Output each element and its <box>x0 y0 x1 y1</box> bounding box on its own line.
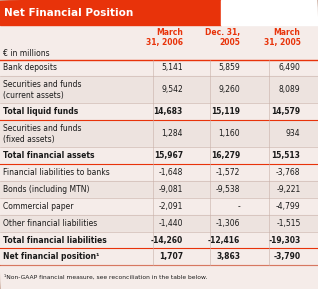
Text: -14,260: -14,260 <box>151 236 183 244</box>
Text: 16,279: 16,279 <box>211 151 240 160</box>
Text: 15,513: 15,513 <box>272 151 301 160</box>
Text: 1,160: 1,160 <box>218 129 240 138</box>
Text: -9,081: -9,081 <box>158 185 183 194</box>
Text: Bonds (including MTN): Bonds (including MTN) <box>3 185 90 194</box>
Bar <box>0 0 221 25</box>
Text: Commercial paper: Commercial paper <box>3 202 74 211</box>
Text: 6,490: 6,490 <box>279 64 301 73</box>
Text: -1,648: -1,648 <box>158 168 183 177</box>
Text: 15,119: 15,119 <box>211 107 240 116</box>
Text: Other financial liabilities: Other financial liabilities <box>3 219 97 228</box>
Text: ¹Non-GAAP financial measure, see reconciliation in the table below.: ¹Non-GAAP financial measure, see reconci… <box>4 275 207 280</box>
Text: -4,799: -4,799 <box>276 202 301 211</box>
Text: -12,416: -12,416 <box>208 236 240 244</box>
Text: Total financial liabilities: Total financial liabilities <box>3 236 107 244</box>
Bar <box>0 25 318 60</box>
Text: Securities and funds
(current assets): Securities and funds (current assets) <box>3 80 82 100</box>
Bar <box>0 76 318 103</box>
Text: 1,707: 1,707 <box>159 252 183 261</box>
Bar <box>0 181 318 198</box>
Bar <box>0 120 318 147</box>
Bar <box>0 215 318 231</box>
Bar <box>221 0 318 25</box>
Text: 3,863: 3,863 <box>216 252 240 261</box>
Text: Bank deposits: Bank deposits <box>3 64 57 73</box>
Bar <box>0 60 318 76</box>
Text: 5,859: 5,859 <box>218 64 240 73</box>
Text: -: - <box>237 202 240 211</box>
Bar <box>0 249 318 265</box>
Text: 14,683: 14,683 <box>154 107 183 116</box>
Text: € in millions: € in millions <box>3 49 50 58</box>
Text: Net financial position¹: Net financial position¹ <box>3 252 100 261</box>
Text: 14,579: 14,579 <box>271 107 301 116</box>
Text: Total liquid funds: Total liquid funds <box>3 107 79 116</box>
Text: 1,284: 1,284 <box>161 129 183 138</box>
Text: March
31, 2006: March 31, 2006 <box>146 28 183 47</box>
Text: -1,306: -1,306 <box>216 219 240 228</box>
Text: March
31, 2005: March 31, 2005 <box>264 28 301 47</box>
Bar <box>0 198 318 215</box>
Text: 5,141: 5,141 <box>161 64 183 73</box>
Text: 934: 934 <box>286 129 301 138</box>
Text: -3,790: -3,790 <box>273 252 301 261</box>
Text: Dec. 31,
2005: Dec. 31, 2005 <box>205 28 240 47</box>
Text: Financial liabilities to banks: Financial liabilities to banks <box>3 168 110 177</box>
Text: -2,091: -2,091 <box>158 202 183 211</box>
Text: -9,221: -9,221 <box>276 185 301 194</box>
Text: -1,440: -1,440 <box>158 219 183 228</box>
Text: Net Financial Position: Net Financial Position <box>4 8 133 18</box>
Text: -19,303: -19,303 <box>268 236 301 244</box>
Text: -9,538: -9,538 <box>216 185 240 194</box>
Text: Securities and funds
(fixed assets): Securities and funds (fixed assets) <box>3 124 82 144</box>
Text: Total financial assets: Total financial assets <box>3 151 95 160</box>
Text: -1,572: -1,572 <box>216 168 240 177</box>
Bar <box>0 103 318 120</box>
Text: 8,089: 8,089 <box>279 85 301 95</box>
Bar <box>0 231 318 249</box>
Bar <box>0 147 318 164</box>
Text: 9,542: 9,542 <box>161 85 183 95</box>
Text: -1,515: -1,515 <box>276 219 301 228</box>
Text: 9,260: 9,260 <box>218 85 240 95</box>
Text: 15,967: 15,967 <box>154 151 183 160</box>
Text: -3,768: -3,768 <box>276 168 301 177</box>
Bar <box>0 265 318 289</box>
Bar <box>0 164 318 181</box>
